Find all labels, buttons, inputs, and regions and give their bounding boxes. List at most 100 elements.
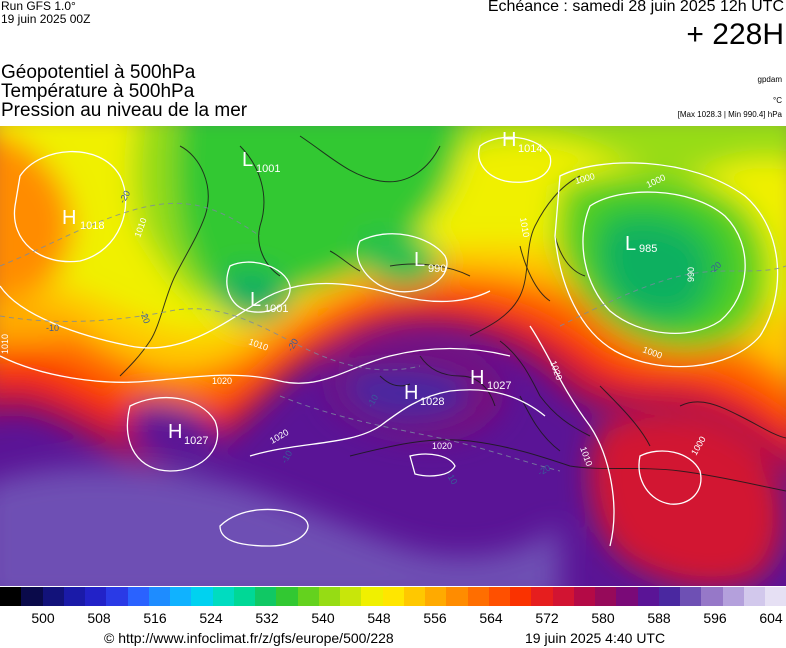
svg-text:L: L xyxy=(250,289,261,311)
isobars xyxy=(0,136,779,547)
svg-text:H: H xyxy=(470,367,484,389)
colorbar-swatch xyxy=(85,587,107,606)
colorbar-tick-label: 548 xyxy=(367,610,391,626)
colorbar-swatch xyxy=(488,587,510,606)
colorbar-swatch xyxy=(467,587,489,606)
run-label: Run GFS 1.0° xyxy=(1,0,76,13)
colorbar-tick-label: 540 xyxy=(311,610,335,626)
colorbar-tick-label: 564 xyxy=(479,610,503,626)
colorbar-swatch xyxy=(0,587,22,606)
svg-text:H: H xyxy=(168,421,182,443)
pressure-center: L 990 xyxy=(414,249,446,275)
colorbar-swatch xyxy=(552,587,574,606)
colorbar-swatch xyxy=(446,587,468,606)
svg-text:H: H xyxy=(404,382,418,404)
svg-text:1028: 1028 xyxy=(420,396,444,408)
pressure-center: H 1027 xyxy=(168,421,208,447)
colorbar-swatch xyxy=(616,587,638,606)
colorbar-swatch xyxy=(382,587,404,606)
colorbar-swatch xyxy=(765,587,786,606)
colorbar-tick-label: 588 xyxy=(647,610,671,626)
geopotential-field xyxy=(0,126,786,586)
svg-text:1001: 1001 xyxy=(256,163,280,175)
svg-text:985: 985 xyxy=(639,243,657,255)
colorbar-tick-label: 604 xyxy=(759,610,783,626)
isobar-label: 990 xyxy=(686,267,696,282)
isobar-label: 1020 xyxy=(212,376,232,386)
title-geopotential: Géopotentiel à 500hPa xyxy=(1,62,196,83)
forecast-valid-time: Echéance : samedi 28 juin 2025 12h UTC xyxy=(487,0,784,15)
svg-text:1027: 1027 xyxy=(487,380,511,392)
colorbar-tick-label: 508 xyxy=(87,610,111,626)
temperature-label: -10 xyxy=(46,323,59,333)
temperature-label: -20 xyxy=(138,309,152,325)
forecast-hour: + 228H xyxy=(686,18,784,51)
run-date: 19 juin 2025 00Z xyxy=(1,12,91,26)
colorbar-swatch xyxy=(297,587,319,606)
isobar-label: 1010 xyxy=(0,334,10,354)
isobar-label: 1020 xyxy=(432,441,452,451)
colorbar-swatch xyxy=(510,587,532,606)
colorbar-swatch xyxy=(21,587,43,606)
svg-text:L: L xyxy=(414,249,425,271)
colorbar-swatch xyxy=(63,587,85,606)
colorbar-swatch xyxy=(276,587,298,606)
colorbar-tick-label: 556 xyxy=(423,610,447,626)
colorbar-swatch xyxy=(680,587,702,606)
coastlines xyxy=(119,135,786,492)
colorbar xyxy=(0,587,786,606)
svg-text:L: L xyxy=(242,149,253,171)
colorbar-swatch xyxy=(425,587,447,606)
colorbar-swatch xyxy=(255,587,277,606)
generated-time: 19 juin 2025 4:40 UTC xyxy=(525,630,666,646)
svg-text:1018: 1018 xyxy=(80,220,104,232)
temperature-isotherms xyxy=(0,202,786,472)
colorbar-swatch xyxy=(340,587,362,606)
svg-text:1001: 1001 xyxy=(264,303,288,315)
weather-map: H 1018 L 1001 L 1001 L 990 H 1014 L 985 H 1028 … xyxy=(0,126,786,586)
svg-text:1014: 1014 xyxy=(518,143,542,155)
title-temperature: Température à 500hPa xyxy=(1,81,195,102)
colorbar-swatch xyxy=(531,587,553,606)
pressure-center: H 1014 xyxy=(502,129,542,155)
colorbar-swatch xyxy=(106,587,128,606)
colorbar-swatch xyxy=(233,587,255,606)
colorbar-tick-label: 516 xyxy=(143,610,167,626)
colorbar-swatch xyxy=(212,587,234,606)
svg-text:L: L xyxy=(625,233,636,255)
colorbar-swatch xyxy=(701,587,723,606)
colorbar-swatch xyxy=(722,587,744,606)
colorbar-swatch xyxy=(127,587,149,606)
isobar-label: 1010 xyxy=(518,217,531,238)
colorbar-swatch xyxy=(403,587,425,606)
colorbar-tick-label: 532 xyxy=(255,610,279,626)
unit-geopotential: gpdam xyxy=(757,75,782,84)
unit-pressure: [Max 1028.3 | Min 990.4] hPa xyxy=(677,110,782,119)
colorbar-swatch xyxy=(595,587,617,606)
colorbar-swatch xyxy=(42,587,64,606)
colorbar-swatch xyxy=(170,587,192,606)
unit-temperature: °C xyxy=(773,96,782,105)
colorbar-tick-label: 572 xyxy=(535,610,559,626)
colorbar-swatch xyxy=(361,587,383,606)
pressure-center: H 1027 xyxy=(470,367,511,392)
colorbar-swatch xyxy=(148,587,170,606)
pressure-center: L 985 xyxy=(625,233,657,255)
colorbar-tick-label: 524 xyxy=(199,610,223,626)
colorbar-swatch xyxy=(658,587,680,606)
svg-text:990: 990 xyxy=(428,263,446,275)
svg-text:H: H xyxy=(502,129,516,151)
colorbar-tick-label: 580 xyxy=(591,610,615,626)
colorbar-swatch xyxy=(573,587,595,606)
pressure-center: L 1001 xyxy=(250,289,288,315)
svg-text:1027: 1027 xyxy=(184,435,208,447)
pressure-centers: H 1018 L 1001 L 1001 L 990 H 1014 L 985 H 1028 … xyxy=(62,129,657,447)
run-info: Run GFS 1.0° 19 juin 2025 00Z xyxy=(1,0,90,26)
colorbar-swatch xyxy=(743,587,765,606)
colorbar-swatch xyxy=(637,587,659,606)
colorbar-ticks: 500 508 516 524 532 540 548 556 564 572 580 588 596 6… xyxy=(0,610,786,628)
pressure-center: H 1018 xyxy=(62,207,104,232)
colorbar-swatch xyxy=(191,587,213,606)
svg-text:H: H xyxy=(62,207,76,229)
colorbar-swatch xyxy=(318,587,340,606)
